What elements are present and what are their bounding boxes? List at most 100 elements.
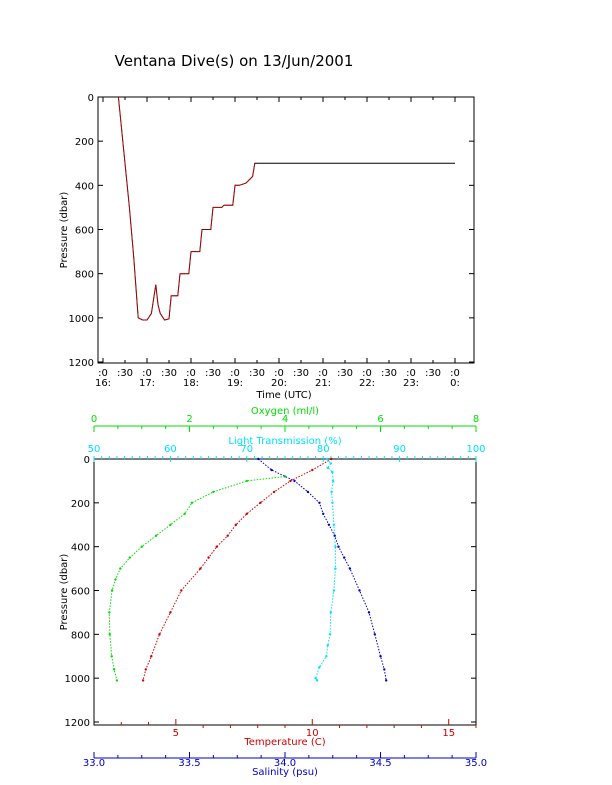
- oxygen-profile-point: [245, 479, 248, 483]
- transmission-profile-point: [332, 523, 336, 526]
- temperature-tick-label: 10: [306, 728, 319, 739]
- dive-y-tick-label: 1200: [69, 358, 94, 369]
- dive-x-tick-label-hour: 16:: [95, 378, 111, 389]
- dive-x-tick-label-minutes: :0: [142, 368, 152, 379]
- dive-y-tick-label: 600: [75, 226, 94, 237]
- salinity-profile-point: [337, 545, 340, 548]
- temperature-profile-point: [150, 655, 153, 658]
- temperature-profile-point: [272, 490, 276, 494]
- salinity-profile-point: [343, 556, 346, 559]
- dive-x-tick-label-hour: 19:: [227, 378, 243, 389]
- transmission-tick-label: 60: [164, 444, 177, 455]
- transmission-tick-label: 100: [466, 444, 485, 455]
- transmission-profile-point: [331, 479, 335, 483]
- salinity-profile-point: [358, 589, 361, 592]
- dive-x-tick-label-minutes: :30: [249, 368, 265, 379]
- temperature-profile-point: [311, 468, 314, 472]
- dive-x-axis-label: Time (UTC): [255, 390, 311, 401]
- transmission-tick-label: 90: [393, 444, 406, 455]
- salinity-profile-point: [333, 534, 336, 537]
- dive-y-tick-label: 400: [75, 181, 94, 192]
- oxygen-profile-point: [169, 523, 172, 526]
- transmission-profile-point: [332, 589, 336, 592]
- dive-series: [117, 96, 455, 321]
- transmission-profile-point: [334, 567, 337, 570]
- dive-x-tick-label-minutes: :0: [274, 368, 284, 379]
- transmission-tick-label: 80: [317, 444, 330, 455]
- profile-y-tick-label: 1000: [65, 674, 90, 685]
- transmission-tick-label: 50: [88, 444, 101, 455]
- salinity-profile-point: [322, 512, 325, 515]
- salinity-tick-label: 35.0: [465, 758, 487, 769]
- salinity-profile-point: [257, 457, 260, 461]
- temperature-profile-point: [245, 512, 248, 515]
- dive-x-tick-label-hour: 17:: [139, 378, 155, 389]
- dive-x-tick-label-hour: 21:: [315, 378, 331, 389]
- dive-x-tick-label-minutes: :0: [406, 368, 416, 379]
- temperature-profile-point: [141, 679, 145, 682]
- transmission-profile-point: [318, 666, 321, 669]
- oxygen-tick-label: 0: [91, 414, 97, 425]
- temperature-profile-point: [207, 556, 210, 559]
- transmission-profile-point: [331, 501, 334, 504]
- temperature-profile-line: [142, 458, 332, 681]
- dive-x-tick-label-hour: 18:: [183, 378, 199, 389]
- dive-x-tick-label-hour: 20:: [271, 378, 287, 389]
- oxygen-profile-point: [114, 578, 117, 581]
- dive-x-tick-label-minutes: :0: [186, 368, 196, 379]
- salinity-profile-point: [327, 523, 331, 526]
- profile-y-tick-label: 200: [71, 499, 90, 510]
- transmission-tick-label: 70: [240, 444, 253, 455]
- profile-series: [108, 457, 388, 682]
- transmission-profile-point: [325, 655, 328, 658]
- transmission-profile-point: [326, 644, 329, 647]
- oxygen-tick-label: 8: [473, 414, 479, 425]
- dive-y-tick-label: 800: [75, 270, 94, 281]
- dive-x-tick-label-hour: 22:: [359, 378, 375, 389]
- oxygen-profile-point: [212, 490, 215, 494]
- temperature-profile-point: [259, 501, 262, 504]
- salinity-profile-point: [379, 655, 382, 658]
- oxygen-profile-point: [190, 501, 194, 504]
- transmission-profile-point: [330, 490, 333, 494]
- ctd-profile-plot: 0 200 400 600 800 1000 1200 0 2 4 6 8 50 60 70 80 90 100…: [59, 406, 487, 778]
- profile-y-tick-label: 800: [71, 630, 90, 641]
- oxygen-profile-point: [115, 679, 119, 682]
- temperature-tick-label: 15: [442, 728, 455, 739]
- profile-y-tick-label: 400: [71, 543, 90, 554]
- salinity-profile-point: [348, 567, 352, 570]
- dive-x-tick-label-minutes: :0: [230, 368, 240, 379]
- dive-x-tick-label-minutes: :0: [362, 368, 372, 379]
- dive-x-tick-label-hour: 23:: [403, 378, 419, 389]
- oxygen-profile-point: [108, 611, 111, 614]
- profile-parameter-axes: 0 2 4 6 8 50 60 70 80 90 100 5 10 15 33.0 33.5 34.0 34.5 3…: [83, 414, 487, 769]
- temperature-profile-point: [234, 523, 238, 526]
- profile-y-tick-label: 0: [84, 455, 90, 466]
- profile-y-axis: 0 200 400 600 800 1000 1200: [65, 455, 476, 729]
- salinity-profile-point: [318, 501, 321, 504]
- oxygen-tick-label: 2: [186, 414, 192, 425]
- transmission-profile-point: [328, 633, 332, 636]
- chart-title: Ventana Dive(s) on 13/Jun/2001: [115, 52, 354, 70]
- salinity-tick-label: 34.0: [274, 758, 296, 769]
- dive-y-axis: 0 200 400 600 800 1000 1200: [69, 93, 474, 369]
- oxygen-profile-point: [140, 545, 143, 548]
- temperature-profile-point: [158, 633, 161, 636]
- salinity-profile-point: [306, 490, 310, 494]
- dive-x-tick-label-minutes: :0: [318, 368, 328, 379]
- dive-x-axis: :016::30:017::30:018::30:019::30:020::30…: [95, 97, 460, 389]
- oxygen-profile-point: [119, 567, 122, 570]
- dive-x-tick-label-minutes: :30: [205, 368, 221, 379]
- oxygen-profile-point: [128, 556, 131, 559]
- temperature-profile-point: [169, 611, 172, 614]
- dive-y-tick-label: 1000: [69, 314, 94, 325]
- dive-x-tick-label-minutes: :30: [381, 368, 397, 379]
- dive-x-tick-label-minutes: :30: [161, 368, 177, 379]
- dive-track-overlay-line: [118, 96, 256, 321]
- transmission-profile-point: [326, 466, 329, 469]
- salinity-tick-label: 34.5: [369, 758, 391, 769]
- transmission-profile-point: [331, 470, 334, 474]
